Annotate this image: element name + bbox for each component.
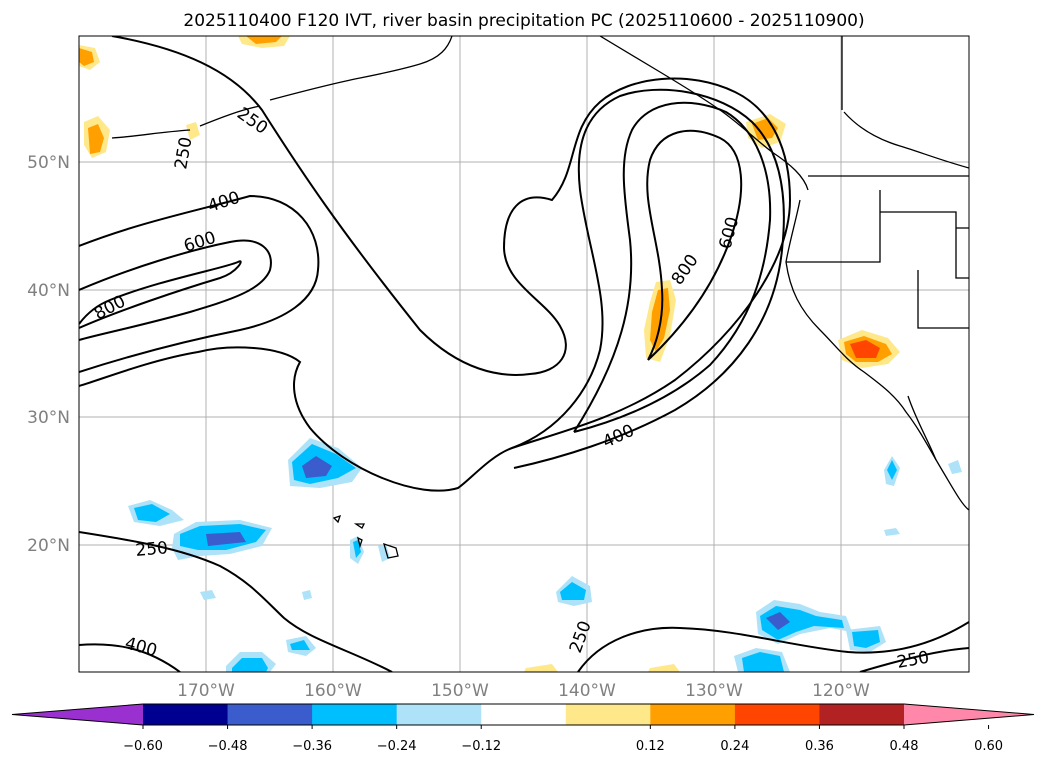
ivt-contour-400: [79, 194, 320, 373]
precip-patch-negative: [200, 590, 216, 600]
lat-label-30n: 30°N: [27, 408, 70, 428]
precip-patch-negative: [884, 528, 900, 536]
colorbar-tick-label: 0.60: [974, 739, 1003, 754]
precip-patch-negative: [887, 460, 897, 480]
lat-label-40n: 40°N: [27, 281, 70, 301]
border-nevada: [917, 270, 969, 329]
precip-patch-negative: [290, 640, 310, 650]
island-hawaii: [332, 514, 342, 524]
precip-patch-negative: [134, 504, 170, 522]
precip-patch-positive: [524, 664, 558, 672]
colorbar-tick-label: 0.24: [720, 739, 749, 754]
precip-patch-negative: [560, 582, 586, 600]
ivt-contour-600-ar: [573, 101, 772, 433]
colorbar-tick-label: −0.24: [377, 739, 417, 754]
lon-label-160w: 160°W: [304, 681, 362, 701]
border-utah: [955, 227, 969, 279]
precip-patch-positive: [88, 124, 104, 154]
longitude-labels: 170°W 160°W 150°W 140°W 130°W 120°W: [177, 681, 870, 701]
colorbar-bin: [312, 704, 398, 725]
colorbar-tick-label: 0.12: [636, 739, 665, 754]
island-hawaii: [357, 536, 363, 549]
precip-patch-negative: [766, 612, 790, 630]
ivt-contour-600: [79, 239, 272, 341]
precip-patch-positive: [246, 36, 282, 44]
precip-patch-negative: [232, 658, 268, 672]
island-hawaii: [353, 523, 366, 529]
lat-label-20n: 20°N: [27, 536, 70, 556]
map-background: [79, 36, 969, 672]
colorbar-extend-max: [904, 704, 1034, 725]
ivt-contour-400-south: [79, 643, 181, 672]
coastline-bc: [599, 36, 809, 191]
colorbar-tick-label: −0.12: [461, 739, 501, 754]
coastline-alaska: [269, 36, 453, 101]
colorbar-bin: [734, 704, 820, 725]
coastline-aleutians: [199, 105, 261, 127]
ivt-contour-250-south: [79, 531, 393, 672]
coastline-baja: [907, 395, 937, 461]
precip-patch-negative: [206, 532, 246, 546]
precip-patch-positive: [186, 122, 200, 140]
precip-patch-negative: [742, 652, 784, 672]
colorbar-tick-label: −0.48: [208, 739, 248, 754]
precip-patch-negative: [302, 456, 332, 478]
lon-label-120w: 120°W: [812, 681, 870, 701]
lon-label-170w: 170°W: [177, 681, 235, 701]
precip-patch-negative: [378, 544, 390, 562]
colorbar-bin: [650, 704, 736, 725]
colorbar: −0.60 −0.48 −0.36 −0.24 −0.12 0.12 0.24 0.36 0.4…: [11, 703, 1035, 754]
colorbar-extend-min: [12, 704, 143, 725]
border-canada: [843, 111, 969, 169]
colorbar-bin: [227, 704, 313, 725]
ivt-contour-400-ar: [511, 88, 785, 469]
colorbar-bin: [396, 704, 482, 725]
lon-label-130w: 130°W: [685, 681, 743, 701]
island-hawaii: [383, 542, 399, 559]
precip-patch-positive: [648, 664, 680, 672]
map-frame: [78, 35, 970, 673]
colorbar-tick-label: 0.48: [890, 739, 919, 754]
map-panel: 250 250 400 600 800 400 600 800 400 250 …: [27, 35, 970, 701]
contour-label: 250: [135, 538, 169, 561]
colorbar-tick-label: 0.36: [805, 739, 834, 754]
border-oregon: [786, 190, 881, 263]
ivt-contour-250-se2: [859, 647, 969, 672]
lat-label-50n: 50°N: [27, 153, 70, 173]
ivt-contour-800: [79, 260, 242, 329]
colorbar-bin: [565, 704, 651, 725]
precip-patch-positive: [850, 340, 880, 358]
ivt-contour-800-ar: [646, 129, 743, 361]
ivt-contour-250: [79, 36, 792, 492]
colorbar-bin: [819, 704, 905, 725]
ivt-contours: [79, 36, 969, 672]
precip-patch-negative: [302, 590, 312, 600]
precip-patches: [79, 36, 962, 672]
precip-patch-positive: [79, 48, 94, 66]
lon-label-140w: 140°W: [558, 681, 616, 701]
lon-label-150w: 150°W: [431, 681, 489, 701]
precip-patch-negative: [948, 460, 962, 474]
border-idaho: [880, 211, 957, 228]
coastlines: [111, 36, 969, 559]
colorbar-tick-label: −0.36: [292, 739, 332, 754]
colorbar-bin: [481, 704, 567, 725]
ivt-contour-250-se: [577, 621, 969, 672]
coastline-aleutians: [111, 129, 191, 139]
latitude-labels: 50°N 40°N 30°N 20°N: [27, 153, 70, 556]
figure-title: 2025110400 F120 IVT, river basin precipi…: [183, 11, 864, 31]
precip-patch-negative: [852, 630, 880, 648]
colorbar-bin: [143, 704, 229, 725]
colorbar-tick-label: −0.60: [123, 739, 163, 754]
